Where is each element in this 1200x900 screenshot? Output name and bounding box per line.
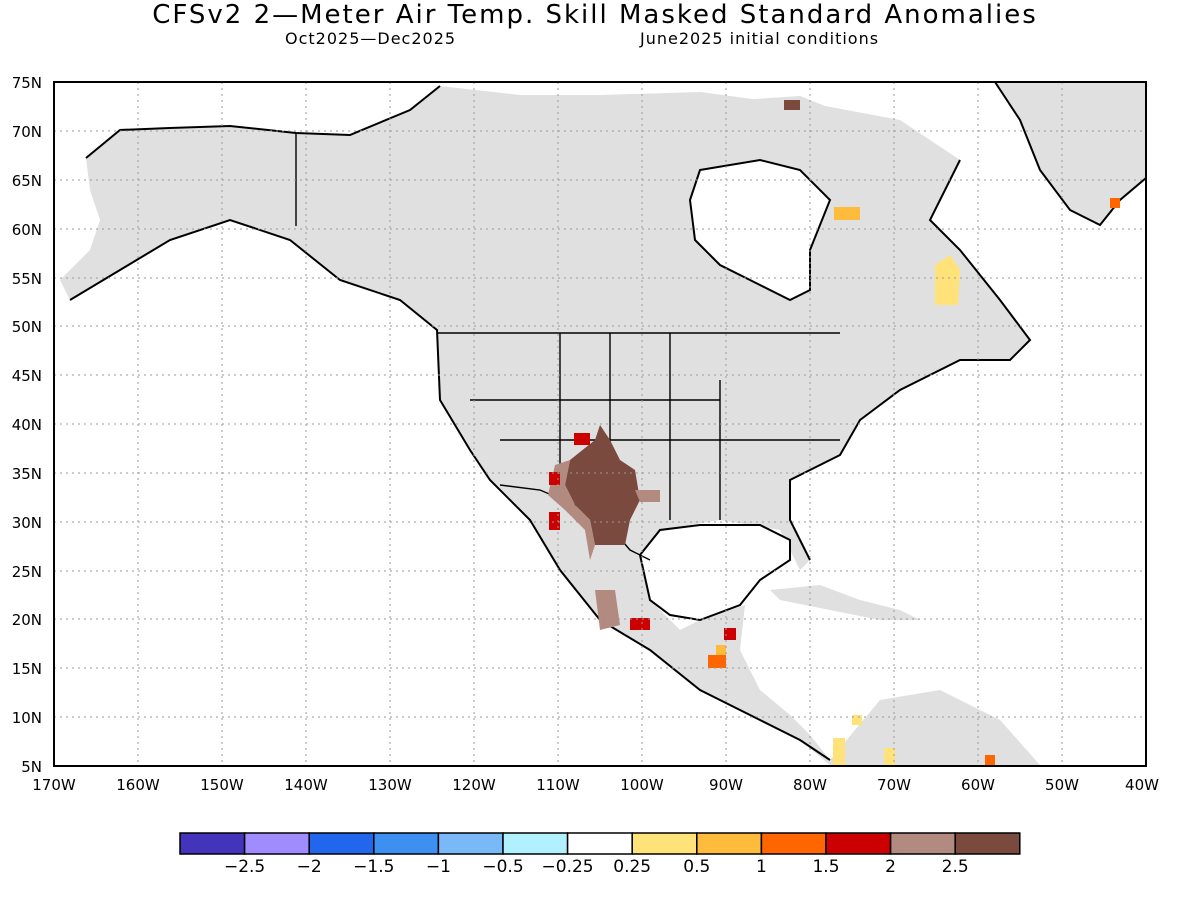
gridlines — [54, 82, 1146, 766]
anomaly-southwest-us-brown — [565, 425, 640, 545]
lon-label: 120W — [452, 776, 496, 794]
lat-label: 5N — [21, 758, 42, 776]
colorbar-swatch — [760, 832, 827, 855]
longitude-labels: 170W 160W 150W 140W 130W 120W 110W 100W … — [32, 776, 1159, 794]
lat-label: 65N — [12, 172, 42, 190]
lon-label: 50W — [1045, 776, 1079, 794]
caribbean-land — [770, 585, 920, 620]
anomaly-texas-tan — [635, 490, 660, 502]
lon-label: 60W — [961, 776, 995, 794]
lon-label: 100W — [620, 776, 664, 794]
lat-label: 40N — [12, 416, 42, 434]
anomaly-mexico-red — [630, 618, 650, 630]
anomaly-sonora-red — [549, 472, 560, 485]
initial-conditions: June2025 initial conditions — [640, 29, 880, 48]
anomaly-baffin-brown — [784, 100, 800, 110]
colorbar-label: −1.5 — [353, 857, 394, 877]
lat-label: 10N — [12, 709, 42, 727]
forecast-period: Oct2025—Dec2025 — [285, 29, 457, 48]
anomaly-baja-red — [549, 512, 560, 530]
map-panel — [53, 81, 1147, 767]
colorbar-label: 1.5 — [812, 857, 839, 877]
colorbar-swatch — [954, 832, 1021, 855]
colorbar-label: −2.5 — [224, 857, 265, 877]
colorbar-swatch — [889, 832, 956, 855]
anomaly-greenland-orange — [1110, 198, 1120, 208]
political-borders — [295, 133, 840, 561]
lat-label: 25N — [12, 563, 42, 581]
colorbar-swatch — [696, 832, 763, 855]
anomaly-hudson-orange — [834, 207, 860, 220]
lon-label: 110W — [536, 776, 580, 794]
colorbar-label: −0.5 — [482, 857, 523, 877]
colorbar-label: 0.5 — [683, 857, 710, 877]
colorbar-swatch — [437, 832, 504, 855]
colorbar-label: −1 — [426, 857, 451, 877]
colorbar-swatch — [631, 832, 698, 855]
anomaly-quebec-yellow — [935, 255, 960, 305]
lon-label: 140W — [284, 776, 328, 794]
lon-label: 70W — [877, 776, 911, 794]
anomaly-guyana-orange — [985, 755, 995, 765]
colorbar-label: 0.25 — [613, 857, 651, 877]
anomaly-yucatan-red — [724, 628, 736, 640]
lat-label: 45N — [12, 367, 42, 385]
anomaly-patches — [548, 100, 1120, 765]
colorbar-swatch — [373, 832, 440, 855]
colorbar-swatch — [566, 832, 633, 855]
anomaly-new-mexico-red — [574, 433, 590, 445]
lat-label: 35N — [12, 465, 42, 483]
colorbar-swatch — [243, 832, 310, 855]
colorbar-label: 2.5 — [942, 857, 969, 877]
colorbar-swatch — [502, 832, 569, 855]
lon-label: 150W — [200, 776, 244, 794]
colorbar-swatch — [308, 832, 375, 855]
lat-label: 30N — [12, 514, 42, 532]
lon-label: 40W — [1125, 776, 1159, 794]
lon-label: 170W — [32, 776, 76, 794]
lat-label: 55N — [12, 270, 42, 288]
lat-label: 70N — [12, 123, 42, 141]
lon-label: 160W — [116, 776, 160, 794]
lat-label: 75N — [12, 74, 42, 92]
lat-label: 50N — [12, 318, 42, 336]
colorbar-swatch — [825, 832, 892, 855]
colorbar-label: −2 — [297, 857, 322, 877]
lon-label: 130W — [368, 776, 412, 794]
latitude-labels: 75N 70N 65N 60N 55N 50N 45N 40N 35N 30N … — [12, 74, 42, 776]
colorbar-label: 2 — [885, 857, 896, 877]
colorbar-label: 1 — [756, 857, 767, 877]
coastlines — [69, 81, 1147, 761]
gulf-of-mexico — [638, 524, 791, 622]
colorbar-labels: −2.5 −2 −1.5 −1 −0.5 −0.25 0.25 0.5 1 1.5 2 2.5 — [224, 857, 969, 877]
lat-label: 60N — [12, 221, 42, 239]
lon-label: 80W — [793, 776, 827, 794]
colorbar-swatch — [179, 832, 246, 855]
anomaly-honduras-orange — [716, 645, 726, 655]
anomaly-colombia-yellow — [833, 738, 845, 765]
map-frame — [53, 81, 1147, 767]
colorbar — [179, 832, 1021, 855]
greenland-land — [995, 82, 1146, 225]
hudson-bay — [688, 158, 832, 302]
arctic-islands-land — [490, 96, 940, 170]
lat-label: 20N — [12, 611, 42, 629]
lat-label: 15N — [12, 660, 42, 678]
anomaly-guatemala-orange — [708, 655, 726, 668]
lon-label: 90W — [709, 776, 743, 794]
map-title: CFSv2 2—Meter Air Temp. Skill Masked Sta… — [152, 0, 1038, 30]
colorbar-label: −0.25 — [542, 857, 594, 877]
anomaly-mexico-central-brown — [595, 590, 620, 630]
anomaly-venezuela-yellow — [884, 748, 895, 765]
